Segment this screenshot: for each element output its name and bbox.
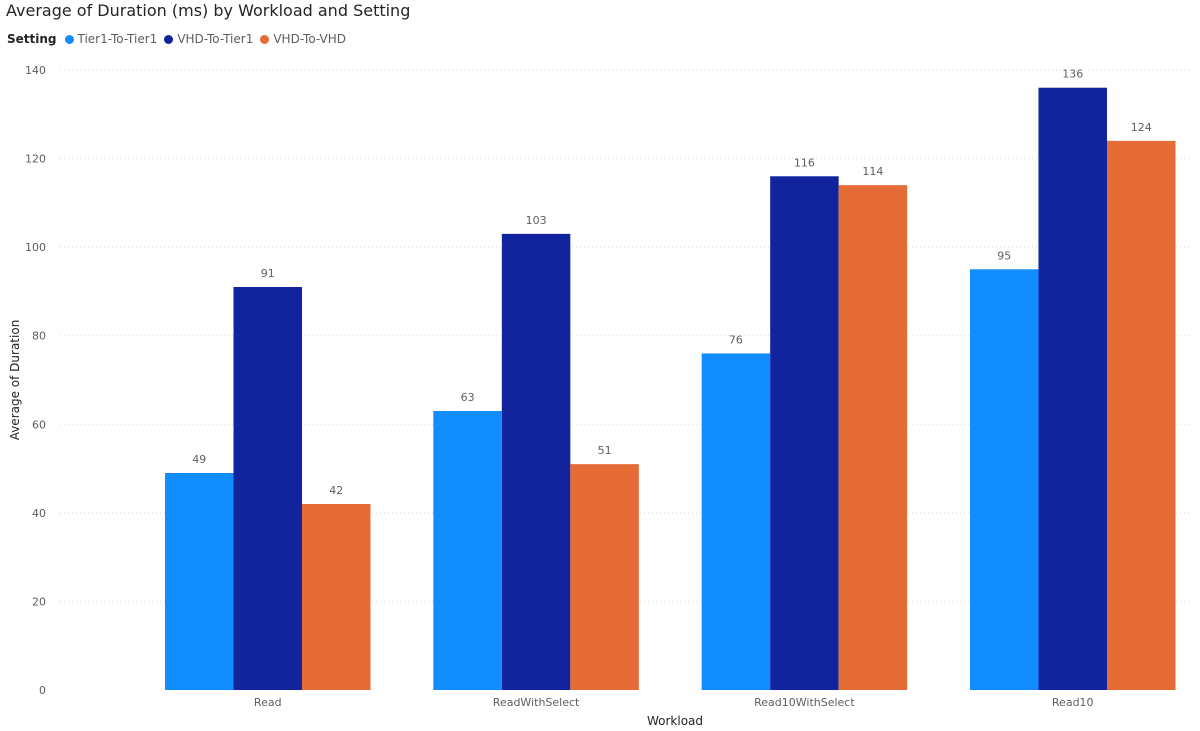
- legend: Setting Tier1-To-Tier1 VHD-To-Tier1 VHD-…: [7, 32, 353, 46]
- y-axis-ticks: 0 20 40 60 80 100 120 140: [25, 64, 46, 697]
- bar-vhd-to-vhd-readwithselect[interactable]: [570, 464, 639, 690]
- bar-tier1-to-tier1-read10withselect[interactable]: [701, 353, 771, 690]
- x-axis-title: Workload: [647, 714, 703, 728]
- x-axis-ticks: Read ReadWithSelect Read10WithSelect Read10: [254, 696, 1094, 709]
- legend-label: VHD-To-Tier1: [177, 32, 254, 46]
- legend-item-vhd-to-tier1[interactable]: VHD-To-Tier1: [164, 32, 253, 46]
- data-label: 51: [598, 444, 612, 457]
- data-label: 114: [862, 165, 883, 178]
- data-label: 103: [526, 214, 547, 227]
- bar-tier1-to-tier1-readwithselect[interactable]: [433, 411, 502, 690]
- y-tick-label: 20: [32, 595, 46, 608]
- data-label: 42: [329, 484, 343, 497]
- data-label: 91: [261, 267, 275, 280]
- data-label: 49: [192, 453, 206, 466]
- y-tick-label: 0: [39, 684, 46, 697]
- legend-title: Setting: [7, 32, 57, 46]
- bar-vhd-to-vhd-read10[interactable]: [1106, 140, 1176, 690]
- y-tick-label: 120: [25, 153, 46, 166]
- data-label: 95: [997, 249, 1011, 262]
- legend-marker-icon: [164, 34, 174, 44]
- x-tick-label: ReadWithSelect: [493, 696, 580, 709]
- x-tick-label: Read10WithSelect: [754, 696, 855, 709]
- legend-label: VHD-To-VHD: [273, 32, 346, 46]
- legend-marker-icon: [260, 34, 270, 44]
- y-tick-label: 100: [25, 241, 46, 254]
- bar-vhd-to-vhd-read10withselect[interactable]: [838, 185, 908, 690]
- legend-label: Tier1-To-Tier1: [77, 32, 158, 46]
- data-labels: 49 91 42 63 103 51 76 116 114 95 136 124: [192, 68, 1151, 497]
- y-tick-label: 40: [32, 507, 46, 520]
- data-label: 136: [1062, 68, 1083, 81]
- data-label: 76: [729, 333, 743, 346]
- y-tick-label: 80: [32, 330, 46, 343]
- bar-tier1-to-tier1-read[interactable]: [165, 473, 234, 690]
- x-tick-label: Read10: [1052, 696, 1094, 709]
- y-tick-label: 60: [32, 418, 46, 431]
- bar-tier1-to-tier1-read10[interactable]: [969, 269, 1039, 690]
- chart-title: Average of Duration (ms) by Workload and…: [6, 1, 411, 20]
- bar-vhd-to-tier1-readwithselect[interactable]: [501, 233, 571, 690]
- bar-vhd-to-tier1-read10[interactable]: [1038, 87, 1107, 690]
- bar-vhd-to-tier1-read10withselect[interactable]: [770, 176, 839, 691]
- bars: [165, 87, 1176, 691]
- y-tick-label: 140: [25, 64, 46, 77]
- data-label: 116: [794, 156, 815, 169]
- legend-marker-icon: [64, 34, 74, 44]
- bar-vhd-to-tier1-read[interactable]: [233, 287, 303, 690]
- bar-vhd-to-vhd-read[interactable]: [302, 504, 371, 690]
- x-tick-label: Read: [254, 696, 282, 709]
- data-label: 124: [1131, 121, 1152, 134]
- data-label: 63: [461, 391, 475, 404]
- legend-item-vhd-to-vhd[interactable]: VHD-To-VHD: [260, 32, 346, 46]
- legend-item-tier1-to-tier1[interactable]: Tier1-To-Tier1: [64, 32, 158, 46]
- y-axis-title: Average of Duration: [8, 320, 22, 441]
